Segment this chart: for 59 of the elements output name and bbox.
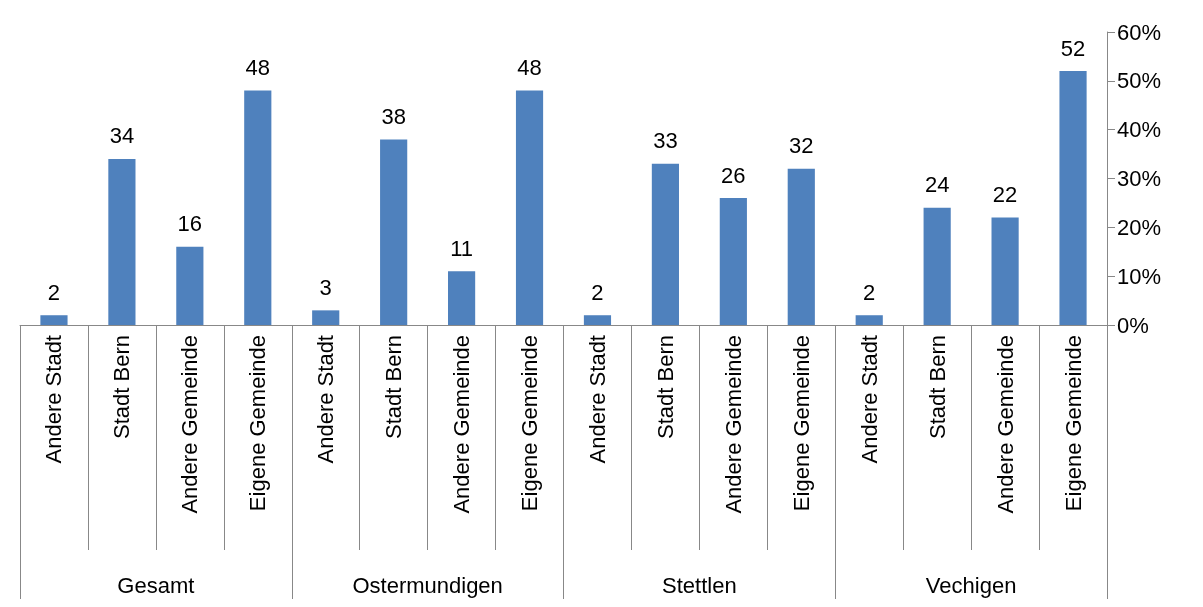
data-label: 3 (319, 274, 332, 300)
bar (176, 246, 204, 325)
x-tick-label: Eigene Gemeinde (788, 335, 814, 512)
x-tick-label: Eigene Gemeinde (517, 335, 543, 512)
x-tick-label: Eigene Gemeinde (1060, 335, 1086, 512)
data-label: 48 (245, 55, 271, 81)
data-label: 32 (789, 133, 814, 159)
data-label: 2 (591, 279, 604, 305)
text: Gesamt (117, 572, 195, 598)
bar (108, 158, 136, 325)
bar (448, 271, 476, 325)
data-label: 26 (721, 162, 746, 188)
data-label: 48 (517, 55, 542, 81)
data-label: 24 (924, 172, 950, 198)
data-label: 2 (863, 279, 876, 305)
bar (312, 310, 340, 325)
data-label: 22 (992, 182, 1018, 208)
x-tick-label: Andere Gemeinde (449, 335, 475, 514)
x-tick-label: Stadt Bern (652, 335, 678, 439)
bar (515, 90, 544, 325)
data-label: 34 (109, 123, 135, 149)
bar (651, 163, 679, 325)
x-tick-label: Andere Stadt (41, 335, 67, 464)
data-label: 11 (450, 235, 474, 261)
y-tick-label: 60% (1117, 19, 1162, 45)
x-tick-label: Stadt Bern (109, 335, 135, 439)
x-tick-label: Andere Gemeinde (177, 335, 203, 514)
x-tick-label: Andere Gemeinde (720, 335, 746, 514)
text: Stettlen (662, 572, 737, 598)
x-tick-label: Eigene Gemeinde (245, 335, 271, 512)
data-label: 52 (1060, 35, 1086, 61)
text: Vechigen (925, 572, 1017, 598)
y-tick-label: 20% (1117, 214, 1162, 240)
bar (923, 207, 951, 325)
x-tick-label: Andere Stadt (856, 335, 882, 464)
x-tick-label: Andere Stadt (584, 335, 610, 464)
y-tick-label: 0% (1117, 312, 1149, 338)
y-tick-label: 10% (1117, 263, 1162, 289)
bar (855, 315, 883, 325)
x-tick-label: Andere Gemeinde (992, 335, 1018, 514)
bar (787, 168, 815, 325)
y-tick-label: 40% (1117, 117, 1162, 143)
x-tick-label: Stadt Bern (381, 335, 407, 439)
bar (380, 139, 408, 325)
text: Ostermundigen (352, 572, 503, 598)
bar (583, 315, 612, 325)
data-label: 16 (177, 211, 203, 237)
data-label: 38 (381, 103, 406, 129)
bar (1059, 71, 1087, 325)
data-label: 2 (47, 279, 61, 305)
x-tick-label: Stadt Bern (924, 335, 950, 439)
bar (40, 315, 68, 325)
y-tick-label: 30% (1117, 166, 1162, 191)
data-label: 33 (653, 128, 678, 154)
bar (244, 90, 272, 325)
bar (719, 198, 747, 325)
y-tick-label: 50% (1117, 68, 1162, 94)
x-tick-label: Andere Stadt (313, 335, 339, 464)
bar (991, 217, 1019, 325)
